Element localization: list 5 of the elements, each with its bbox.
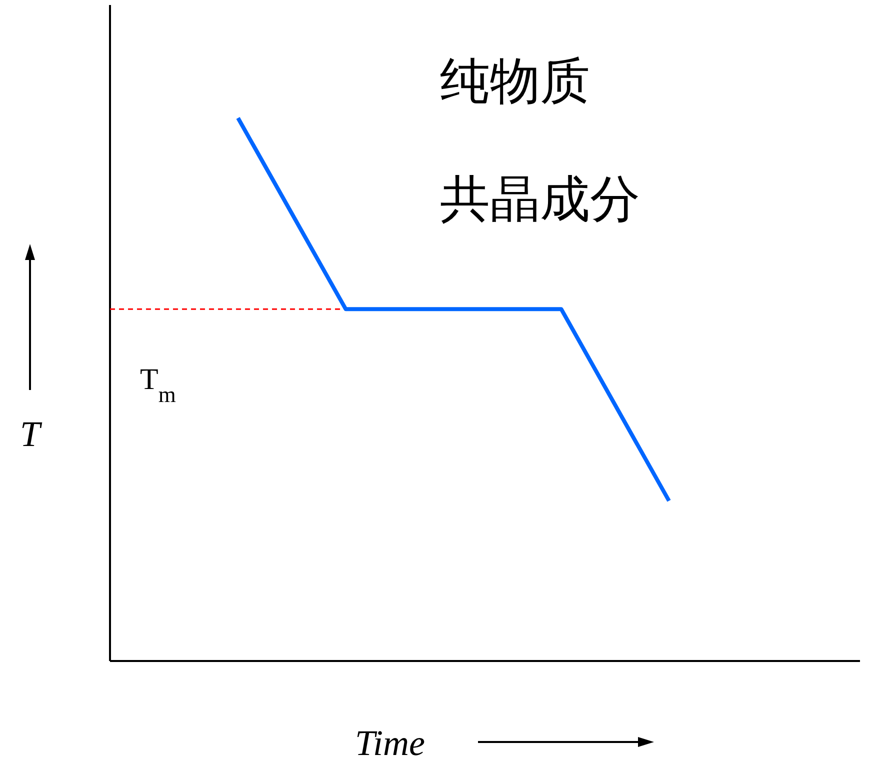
y-axis-title: T — [20, 414, 43, 454]
x-axis-title: Time — [354, 723, 426, 760]
annotation: 共晶成分 — [440, 170, 640, 228]
text: 纯物质 — [440, 52, 590, 110]
ref-line-label: T$_{m}$ — [140, 363, 176, 407]
